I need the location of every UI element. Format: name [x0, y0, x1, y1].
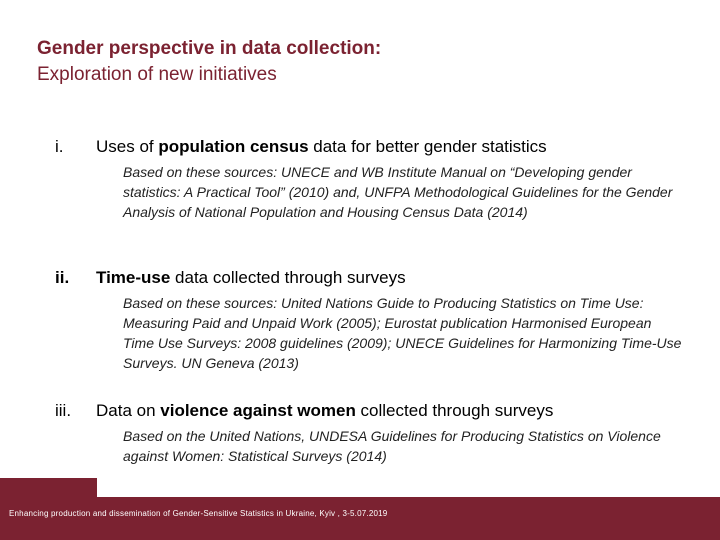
item-title: Data on violence against women collected… — [96, 400, 553, 422]
item-title-post: collected through surveys — [355, 401, 554, 420]
item-sources: Based on the United Nations, UNDESA Guid… — [123, 428, 661, 464]
item-sources: Based on these sources: United Nations G… — [123, 295, 682, 371]
item-title-post: data for better gender statistics — [308, 137, 547, 156]
item-title-post: data collected through surveys — [170, 268, 406, 287]
item-title: Uses of population census data for bette… — [96, 136, 547, 158]
item-title-pre: Data on — [96, 401, 161, 420]
item-title-emphasis: violence against women — [160, 401, 356, 420]
item-sources: Based on these sources: UNECE and WB Ins… — [123, 164, 673, 220]
item-numeral: iii. — [55, 401, 72, 420]
item-title: Time-use data collected through surveys — [96, 267, 406, 289]
title-regular-line: Exploration of new initiatives — [37, 64, 277, 85]
item-numeral: i. — [55, 137, 64, 156]
page-number: Pag 11 — [660, 474, 691, 485]
item-title-pre: Uses of — [96, 137, 159, 156]
title-bold-line: Gender perspective in data collection: — [37, 38, 382, 59]
list-item-time-use: ii. Time-use data collected through surv… — [55, 267, 695, 371]
item-title-emphasis: population census — [158, 137, 309, 156]
footer-notch — [0, 478, 97, 497]
item-numeral: ii. — [55, 268, 70, 287]
footer-caption: Enhancing production and dissemination o… — [9, 509, 388, 518]
list-item-violence: iii. Data on violence against women coll… — [55, 400, 695, 464]
list-item-census: i. Uses of population census data for be… — [55, 136, 695, 220]
footer-bar — [0, 497, 720, 540]
slide-title: Gender perspective in data collection: E… — [37, 36, 381, 88]
item-title-emphasis: Time-use — [96, 268, 171, 287]
